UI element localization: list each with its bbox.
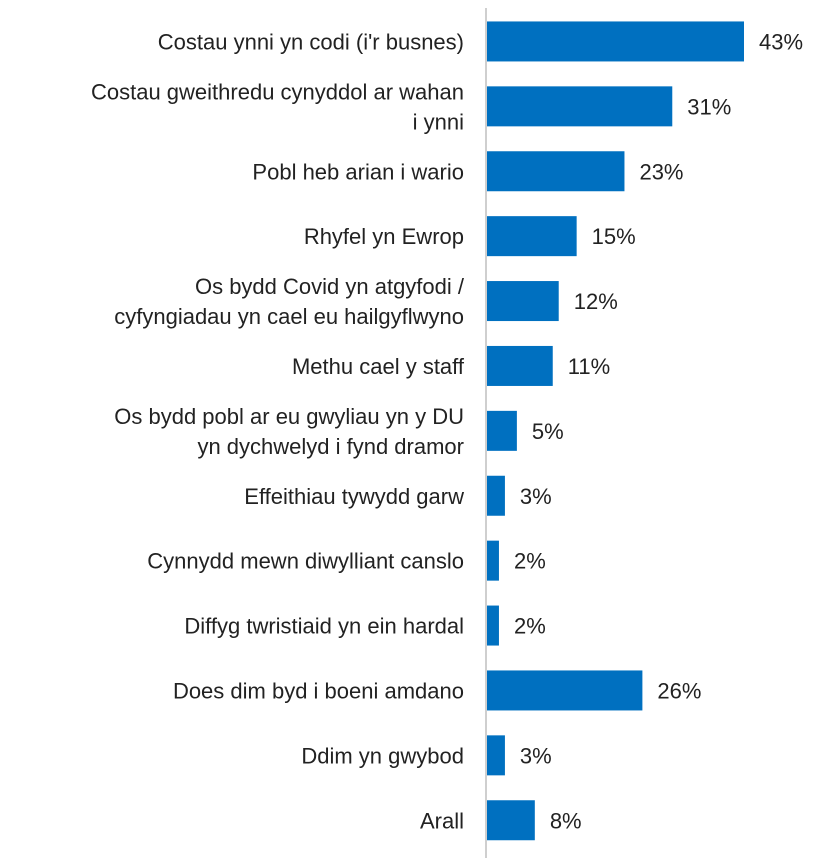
category-label: Os bydd pobl ar eu gwyliau yn y DU yn dyc… [114, 404, 464, 459]
category-label-line: Does dim byd i boeni amdano [173, 678, 464, 703]
value-label: 43% [759, 29, 803, 54]
bar [487, 540, 499, 581]
category-label: Does dim byd i boeni amdano [173, 678, 464, 703]
category-label-line: Costau gweithredu cynyddol ar wahan [91, 79, 464, 104]
category-label-line: cyfyngiadau yn cael eu hailgyflwyno [114, 304, 464, 329]
bar [487, 475, 505, 516]
category-label-line: yn dychwelyd i fynd dramor [197, 434, 464, 459]
value-label: 23% [639, 159, 683, 184]
value-label: 12% [574, 289, 618, 314]
value-label: 2% [514, 614, 546, 639]
category-label: Effeithiau tywydd garw [244, 484, 464, 509]
value-label: 8% [550, 808, 582, 833]
category-label-line: Os bydd Covid yn atgyfodi / [195, 274, 465, 299]
value-label: 2% [514, 549, 546, 574]
bar [487, 21, 744, 62]
category-label-line: Pobl heb arian i wario [252, 159, 464, 184]
value-label: 3% [520, 484, 552, 509]
category-label-line: Methu cael y staff [292, 354, 465, 379]
value-label: 11% [568, 354, 610, 379]
value-labels: 43% 31% 23% 15% 12% 11% 5% 3% 2% 2% 26% 3% 8% [514, 29, 803, 833]
bar [487, 605, 499, 646]
category-label: Rhyfel yn Ewrop [304, 224, 464, 249]
category-labels: Costau ynni yn codi (i'r busnes) Costau g… [91, 29, 465, 833]
category-label-line: Ddim yn gwybod [301, 743, 464, 768]
category-label: Costau gweithredu cynyddol ar wahan i ynn… [91, 79, 464, 134]
value-label: 3% [520, 743, 552, 768]
category-label-line: Cynnydd mewn diwylliant canslo [147, 549, 464, 574]
category-label-line: Costau ynni yn codi (i'r busnes) [158, 29, 464, 54]
category-label: Arall [420, 808, 464, 833]
category-label-line: Effeithiau tywydd garw [244, 484, 464, 509]
bar [487, 86, 673, 127]
bar [487, 410, 517, 451]
value-label: 26% [657, 678, 701, 703]
bars [487, 21, 744, 841]
bar [487, 151, 625, 192]
bar [487, 670, 643, 711]
category-label: Pobl heb arian i wario [252, 159, 464, 184]
category-label-line: Diffyg twristiaid yn ein hardal [184, 614, 464, 639]
value-label: 15% [592, 224, 636, 249]
category-label: Ddim yn gwybod [301, 743, 464, 768]
category-label: Cynnydd mewn diwylliant canslo [147, 549, 464, 574]
value-label: 5% [532, 419, 564, 444]
bar [487, 735, 505, 776]
category-label-line: Os bydd pobl ar eu gwyliau yn y DU [114, 404, 464, 429]
bar [487, 800, 535, 841]
category-label: Diffyg twristiaid yn ein hardal [184, 614, 464, 639]
category-label: Costau ynni yn codi (i'r busnes) [158, 29, 464, 54]
bar [487, 281, 559, 322]
bar [487, 216, 577, 257]
category-label-line: Rhyfel yn Ewrop [304, 224, 464, 249]
category-label-line: Arall [420, 808, 464, 833]
bar [487, 345, 553, 386]
category-label-line: i ynni [413, 109, 464, 134]
category-label: Os bydd Covid yn atgyfodi / cyfyngiadau y… [114, 274, 465, 329]
value-label: 31% [687, 94, 731, 119]
category-label: Methu cael y staff [292, 354, 465, 379]
